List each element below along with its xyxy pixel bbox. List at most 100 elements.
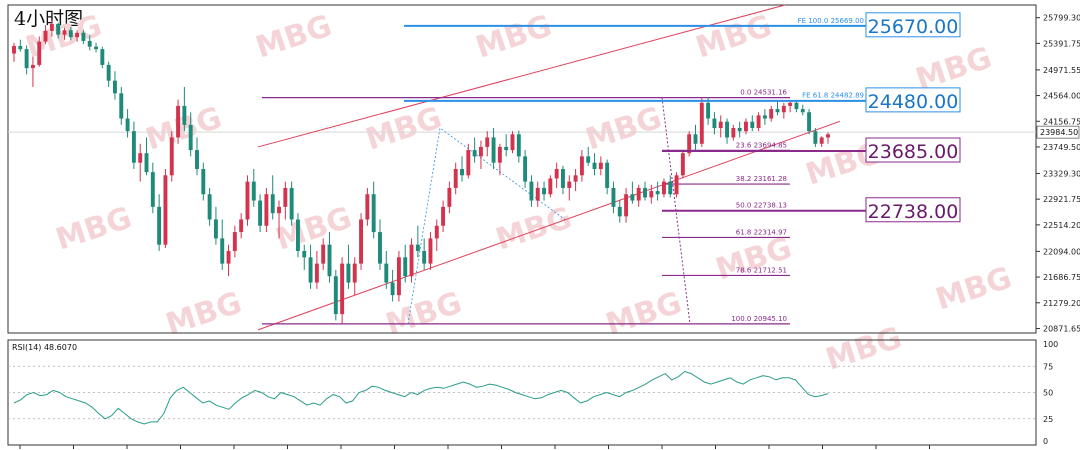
candle-body bbox=[302, 251, 307, 258]
fib-expansion-label: FE 61.8 24482.89 bbox=[802, 92, 864, 100]
candle-body bbox=[270, 194, 275, 214]
candle-body bbox=[415, 244, 420, 251]
candle-body bbox=[813, 131, 818, 144]
candle-body bbox=[478, 146, 483, 157]
candle-body bbox=[24, 49, 29, 69]
candle-body bbox=[649, 191, 654, 198]
candle-body bbox=[598, 162, 603, 169]
watermark-text: MBG bbox=[472, 8, 556, 65]
candle-body bbox=[428, 238, 433, 264]
candle-body bbox=[769, 109, 774, 119]
key-level-label: 24480.00 bbox=[868, 91, 959, 113]
candle-body bbox=[378, 232, 382, 264]
candle-body bbox=[605, 162, 610, 188]
rsi-tick-label: 25 bbox=[1043, 415, 1053, 424]
candle-body bbox=[630, 194, 635, 201]
candle-body bbox=[283, 187, 288, 207]
candle-body bbox=[485, 137, 490, 147]
candle-body bbox=[737, 128, 742, 132]
candle-body bbox=[75, 32, 80, 38]
watermark-text: MBG bbox=[492, 200, 576, 257]
candle-body bbox=[643, 187, 647, 198]
watermark-text: MBG bbox=[272, 200, 356, 257]
candle-body bbox=[56, 23, 61, 35]
candle-body bbox=[687, 134, 692, 154]
candle-body bbox=[403, 257, 408, 277]
candle-body bbox=[592, 162, 597, 169]
candle-body bbox=[245, 181, 250, 220]
candle-body bbox=[239, 219, 244, 233]
candle-body bbox=[699, 102, 704, 144]
candle-body bbox=[94, 46, 98, 50]
candle-body bbox=[163, 175, 168, 245]
candle-body bbox=[384, 263, 389, 283]
rsi-tick-label: 75 bbox=[1043, 362, 1053, 371]
candle-body bbox=[611, 187, 616, 207]
candle-body bbox=[586, 156, 591, 163]
candle-body bbox=[201, 169, 206, 195]
candle-body bbox=[775, 109, 780, 113]
key-level-label: 23685.00 bbox=[868, 141, 959, 163]
candle-body bbox=[119, 93, 124, 119]
candle-body bbox=[43, 30, 48, 42]
candle-body bbox=[516, 134, 521, 157]
rsi-line bbox=[13, 370, 829, 425]
watermark-text: MBG bbox=[22, 8, 106, 65]
candle-body bbox=[826, 134, 830, 138]
candle-body bbox=[788, 102, 793, 106]
candle-body bbox=[195, 150, 199, 169]
candle-body bbox=[150, 172, 155, 207]
candle-body bbox=[504, 146, 509, 151]
candle-body bbox=[125, 118, 130, 132]
price-tick-label: 20871.65 bbox=[1043, 324, 1080, 333]
key-level-label: 25670.00 bbox=[868, 16, 959, 38]
candle-body bbox=[567, 181, 572, 188]
candle-body bbox=[176, 105, 181, 138]
candle-body bbox=[661, 181, 666, 195]
candle-body bbox=[182, 105, 187, 125]
candle-body bbox=[460, 169, 464, 176]
rsi-label: RSI(14) 48.6070 bbox=[12, 343, 77, 352]
fib-expansion-label: FE 100.0 25669.00 bbox=[798, 17, 864, 25]
fib-level-label: 23.6 23694.85 bbox=[736, 141, 787, 149]
candle-body bbox=[762, 115, 767, 119]
fib-level-label: 0.0 24531.16 bbox=[740, 89, 787, 97]
candle-body bbox=[333, 276, 338, 315]
channel-upper-line bbox=[257, 4, 786, 148]
price-tick-label: 25391.75 bbox=[1043, 39, 1080, 48]
candle-body bbox=[561, 169, 565, 188]
candle-body bbox=[617, 206, 622, 217]
watermark-text: MBG bbox=[582, 100, 666, 157]
candle-body bbox=[365, 194, 370, 220]
candle-body bbox=[113, 80, 117, 94]
candle-body bbox=[712, 118, 717, 128]
candle-body bbox=[497, 146, 502, 163]
candle-body bbox=[220, 238, 225, 264]
rsi-tick-label: 0 bbox=[1043, 437, 1048, 446]
candle-body bbox=[327, 244, 332, 277]
candle-body bbox=[340, 263, 345, 315]
candle-body bbox=[188, 124, 193, 151]
candle-body bbox=[529, 181, 534, 201]
candle-body bbox=[800, 109, 805, 113]
chart-title: 4小时图 bbox=[14, 8, 84, 30]
candle-body bbox=[157, 206, 162, 245]
fib-level-label: 38.2 23161.28 bbox=[736, 175, 787, 183]
price-tick-label: 24971.55 bbox=[1043, 66, 1080, 75]
candle-body bbox=[718, 121, 723, 128]
candle-body bbox=[472, 150, 477, 157]
candle-body bbox=[251, 181, 256, 201]
rsi-tick-label: 50 bbox=[1043, 389, 1053, 398]
main-plot-frame bbox=[7, 4, 1037, 334]
candle-body bbox=[447, 187, 452, 207]
fib-level-label: 100.0 20945.10 bbox=[731, 315, 787, 323]
candle-body bbox=[693, 134, 698, 144]
fib-level-label: 78.6 21712.51 bbox=[736, 266, 787, 274]
watermark-text: MBG bbox=[692, 8, 776, 65]
candle-body bbox=[491, 137, 496, 163]
price-tick-label: 25799.30 bbox=[1043, 14, 1080, 23]
candle-body bbox=[655, 191, 660, 195]
candle-body bbox=[68, 30, 73, 38]
candle-body bbox=[434, 225, 439, 239]
